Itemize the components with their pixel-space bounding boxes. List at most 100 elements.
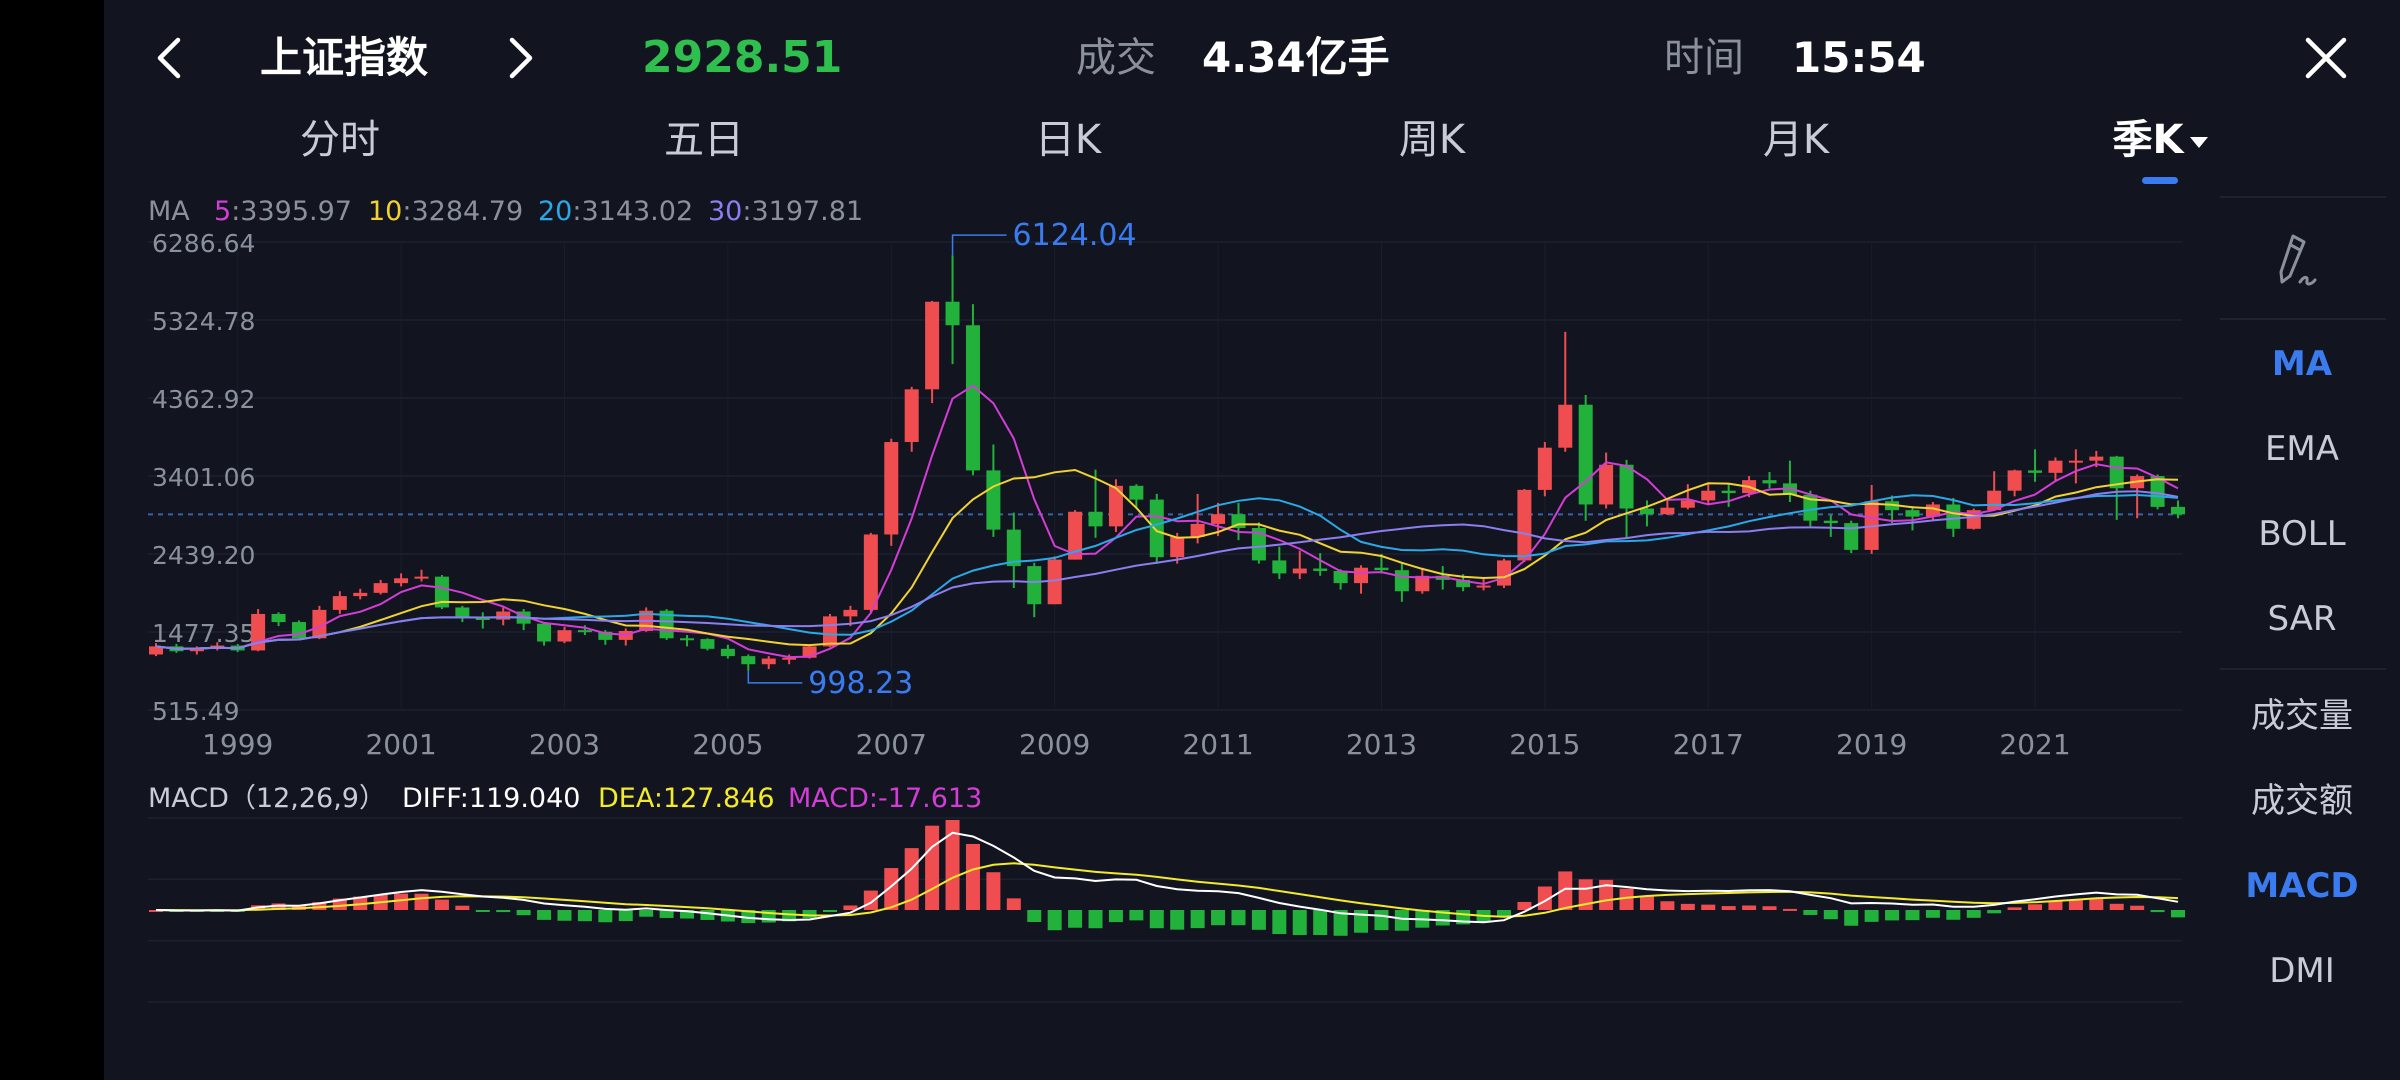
macd-bar	[1803, 910, 1818, 915]
macd-bar	[1578, 879, 1593, 910]
divider	[2220, 318, 2386, 320]
candle-body	[1027, 566, 1042, 605]
candle-body	[312, 609, 327, 639]
x-tick-label: 2017	[1673, 728, 1744, 761]
candle-body	[1292, 568, 1307, 574]
candle-body	[1006, 529, 1021, 567]
indicator-dmi-button[interactable]: DMI	[2269, 951, 2335, 991]
ma5-line	[155, 384, 2179, 659]
y-tick-label: 515.49	[152, 697, 239, 726]
candle-body	[843, 609, 858, 617]
app-window: 上证指数 2928.51 成交 4.34亿手 时间 15:54 分时 五日 日K…	[104, 0, 2400, 1080]
macd-bar	[1006, 898, 1021, 910]
candle-body	[2068, 460, 2083, 463]
candle-body	[965, 325, 980, 471]
candle-body	[1415, 575, 1430, 592]
indicator-turnover-button[interactable]: 成交额	[2251, 781, 2353, 821]
macd-bar	[1292, 910, 1307, 936]
tab-daily-k[interactable]: 日K	[988, 112, 1148, 184]
macd-bar	[1639, 896, 1654, 910]
indicator-volume-button[interactable]: 成交量	[2251, 696, 2353, 736]
macd-bar	[1925, 910, 1940, 918]
candle-body	[2048, 460, 2063, 473]
candle-body	[1068, 511, 1083, 560]
tab-intraday[interactable]: 分时	[260, 112, 420, 184]
macd-bar	[1313, 910, 1328, 936]
min-marker-line	[747, 670, 803, 684]
candle-body	[1619, 464, 1634, 509]
candle-body	[1823, 520, 1838, 524]
close-icon	[2305, 37, 2347, 79]
tab-weekly-k[interactable]: 周K	[1352, 112, 1512, 184]
candle-body	[2150, 476, 2165, 507]
macd-bar	[537, 910, 552, 920]
prev-stock-button[interactable]	[144, 30, 200, 86]
macd-bar	[1027, 910, 1042, 923]
indicator-ma-button[interactable]: MA	[2271, 344, 2333, 384]
macd-bar	[2048, 900, 2063, 910]
candle-body	[925, 301, 940, 390]
period-tabs: 分时 五日 日K 周K 月K 季K	[104, 112, 2324, 184]
macd-bar	[2171, 910, 2185, 918]
dea-legend: DEA:127.846	[598, 783, 775, 814]
macd-bar	[455, 905, 470, 910]
candle-body	[1946, 504, 1961, 529]
min-value-label: 998.23	[808, 666, 913, 701]
time-value: 15:54	[1792, 33, 1926, 82]
macd-bar	[1762, 906, 1777, 910]
indicator-macd-button[interactable]: MACD	[2245, 866, 2359, 906]
candle-body	[720, 648, 735, 657]
kline-chart[interactable]: 6286.64 5324.78 4362.92 3401.06 2439.20 1477.…	[104, 190, 2204, 1010]
current-price: 2928.51	[642, 32, 843, 83]
candle-body	[394, 578, 409, 584]
candle-body	[1905, 510, 1920, 517]
candle-body	[1313, 568, 1328, 571]
macd-bar	[1680, 903, 1695, 910]
macd-bar	[1231, 910, 1246, 926]
tab-quarterly-k[interactable]: 季K	[2080, 112, 2240, 184]
candle-body	[1721, 490, 1736, 494]
x-tick-label: 2013	[1346, 728, 1417, 761]
active-tab-indicator	[2142, 177, 2178, 184]
indicator-boll-button[interactable]: BOLL	[2258, 514, 2346, 554]
macd-bar	[1129, 910, 1144, 921]
macd-bar	[1068, 910, 1083, 928]
macd-bar	[1108, 910, 1123, 923]
candle-body	[373, 583, 388, 593]
macd-bar	[598, 910, 613, 923]
candle-body	[1108, 485, 1123, 527]
tab-monthly-k[interactable]: 月K	[1716, 112, 1876, 184]
candle-body	[1374, 567, 1389, 571]
tab-five-day[interactable]: 五日	[624, 112, 784, 184]
macd-bar	[516, 910, 531, 916]
macd-bar	[1660, 901, 1675, 910]
close-button[interactable]	[2298, 30, 2354, 86]
x-axis-ticks: 1999 2001 2003 2005 2007 2009 2011 2013 2015 2017…	[202, 728, 2071, 761]
tab-label: 日K	[1034, 117, 1102, 163]
x-tick-label: 2019	[1836, 728, 1907, 761]
macd-bar	[2028, 904, 2043, 910]
tab-label: 分时	[300, 117, 380, 163]
macd-bar	[1149, 910, 1164, 929]
indicator-sar-button[interactable]: SAR	[2267, 599, 2337, 639]
macd-bar	[680, 910, 695, 919]
macd-bar	[1844, 910, 1859, 926]
macd-bar	[1394, 910, 1409, 931]
macd-bar	[965, 843, 980, 910]
macd-bar	[1170, 910, 1185, 930]
indicator-ema-button[interactable]: EMA	[2264, 429, 2340, 469]
macd-bar	[1251, 910, 1266, 930]
candle-body	[598, 631, 613, 640]
ma30-line	[155, 490, 2179, 650]
draw-tool-button[interactable]	[2260, 226, 2330, 296]
macd-bar	[414, 893, 429, 910]
candle-body	[863, 534, 878, 610]
chevron-right-icon	[509, 37, 533, 79]
y-tick-label: 5324.78	[152, 307, 255, 336]
candle-body	[823, 616, 837, 647]
time-label: 时间	[1664, 35, 1744, 81]
macd-bar	[823, 910, 837, 912]
macd-bar	[659, 910, 674, 918]
macd-bar	[1742, 905, 1757, 910]
next-stock-button[interactable]	[490, 30, 546, 86]
